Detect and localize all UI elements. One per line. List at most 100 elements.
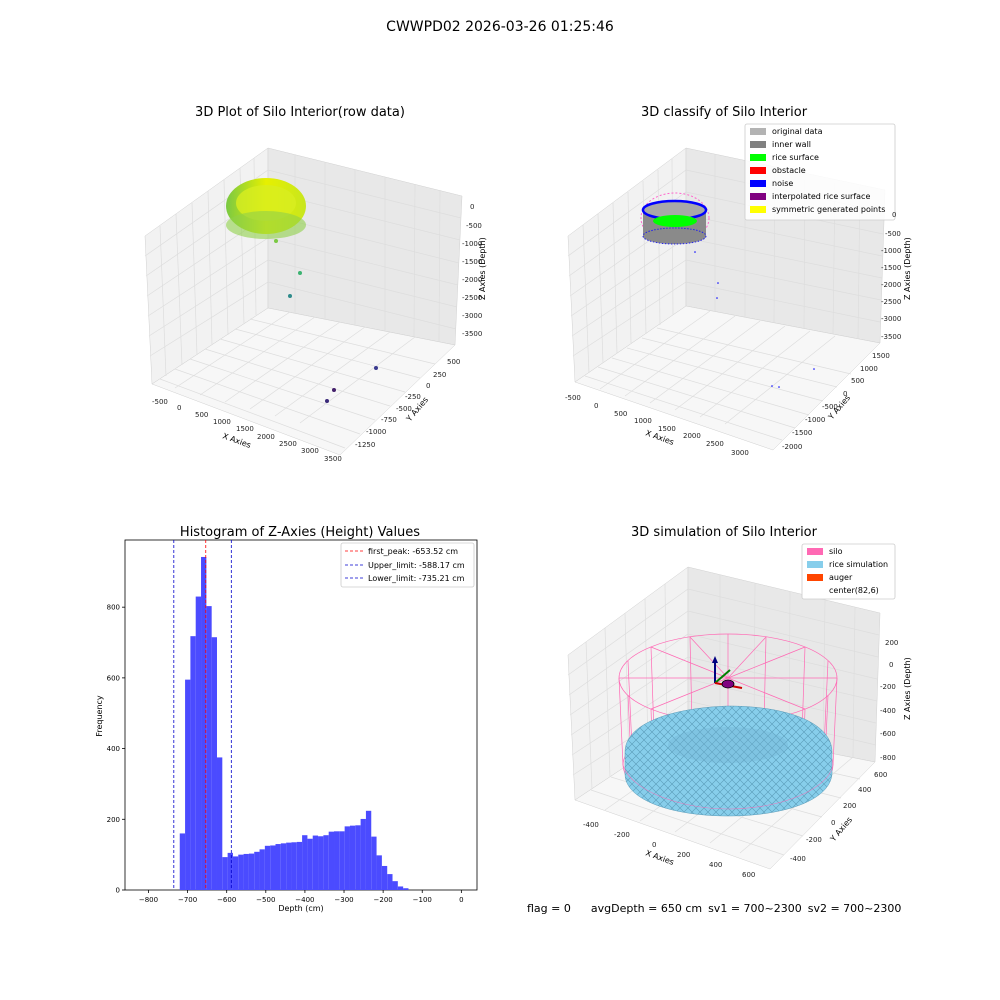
status-flag: flag = 0 [527, 902, 571, 915]
cls-noise-point [778, 386, 780, 388]
hist-bar [381, 865, 388, 890]
hist-bar [376, 855, 382, 890]
cls-x-tick: 1500 [658, 425, 676, 433]
hist-bar [307, 838, 313, 890]
sim-z-tick: -800 [880, 754, 896, 762]
sim-y-tick: 600 [874, 771, 887, 779]
hist-bar [296, 841, 303, 890]
cls-pink-ring [640, 192, 710, 244]
cls-y-tick-labels: 1500 1000 500 0 -500 -1000 -1500 -2000 [782, 352, 890, 451]
hist-bar [280, 843, 287, 890]
hist-x-tick-label: −400 [295, 896, 314, 904]
hist-bars [179, 556, 409, 890]
panel-simulation-title: 3D simulation of Silo Interior [631, 525, 818, 540]
panel-raw-data: 3D Plot of Silo Interior(row data) [144, 105, 487, 463]
legend-swatch-silo [807, 548, 823, 555]
hist-title: Histogram of Z-Axies (Height) Values [180, 525, 420, 540]
panel-histogram: Histogram of Z-Axies (Height) Values −80… [95, 525, 478, 913]
hist-bar [344, 826, 350, 890]
raw-point [298, 271, 302, 275]
cls-z-tick: -500 [885, 230, 901, 238]
status-line: flag = 0 avgDepth = 650 cm sv1 = 700~2300 s… [520, 889, 921, 915]
legend-swatch-original [750, 128, 766, 135]
hist-y-tick-label: 600 [107, 674, 120, 682]
raw-ring-inner [236, 185, 296, 221]
hist-bar [179, 833, 186, 890]
hist-plot-area [124, 539, 478, 891]
legend-swatch-interpolated [750, 193, 766, 200]
cls-rice-surface [653, 215, 697, 227]
hist-y-label: Frequency [95, 695, 104, 737]
sim-rice-body [624, 705, 833, 817]
legend-label-center: center(82,6) [829, 586, 879, 595]
raw-gridlines [144, 155, 462, 449]
status-sv2: sv2 = 700~2300 [807, 902, 902, 915]
hist-bar [355, 825, 361, 890]
hist-y-tick-label: 400 [107, 745, 120, 753]
cls-floor-pane [574, 305, 881, 451]
hist-bar [371, 836, 377, 890]
hist-bar [238, 854, 244, 890]
raw-point [374, 366, 378, 370]
cls-y-tick: -1000 [805, 416, 825, 424]
panel-classified-title: 3D classify of Silo Interior [641, 105, 808, 120]
raw-x-tick: 1000 [213, 418, 231, 426]
hist-y-tick-label: 200 [107, 816, 120, 824]
raw-z-tick: -3500 [462, 330, 482, 338]
panel-simulation: 3D simulation of Silo Interior [567, 525, 912, 879]
raw-y-tick: 250 [433, 371, 446, 379]
legend-swatch-symmetric [750, 206, 766, 213]
legend-label-interpolated: interpolated rice surface [772, 192, 870, 201]
hist-x-tick-label: −600 [217, 896, 236, 904]
hist-bar [349, 825, 356, 890]
sim-silo-front-lines [622, 764, 834, 810]
raw-x-tick: 2500 [279, 440, 297, 448]
hist-bar [232, 856, 239, 890]
raw-z-tick: 0 [470, 203, 474, 211]
cls-x-tick-labels: -500 0 500 1000 1500 2000 2500 3000 [565, 394, 749, 457]
cls-z-tick: -2500 [881, 298, 901, 306]
cls-y-tick: -2000 [782, 443, 802, 451]
cls-noise-point [813, 368, 815, 370]
sim-axis-z-head [712, 656, 718, 663]
raw-x-tick: 2000 [257, 433, 275, 441]
sim-z-tick: -400 [880, 707, 896, 715]
sim-rice-top-shade [668, 727, 788, 763]
cls-noise-point [717, 282, 719, 284]
legend-swatch-rice-sim [807, 561, 823, 568]
raw-x-label: X Axies [221, 431, 252, 450]
hist-bar [270, 845, 276, 890]
cls-x-tick: 1000 [634, 417, 652, 425]
legend-label-inner-wall: inner wall [772, 140, 811, 149]
sim-x-tick: 0 [652, 841, 656, 849]
raw-y-tick-labels: 500 250 0 -250 -500 -750 -1000 -1250 [355, 358, 460, 449]
sim-z-tick: 200 [885, 639, 898, 647]
status-avg-depth: avgDepth = 650 cm [590, 902, 703, 915]
sim-x-tick: 400 [709, 861, 722, 869]
hist-vlines [173, 540, 232, 890]
sim-x-tick: -400 [583, 821, 599, 829]
hist-bar [243, 853, 249, 890]
cls-y-tick: -1500 [792, 429, 812, 437]
hist-bar [201, 556, 207, 890]
cls-noise-point [771, 385, 773, 387]
cls-y-tick: 500 [851, 377, 864, 385]
hist-x-tick-label: −500 [256, 896, 275, 904]
hist-x-tick-label: −200 [374, 896, 393, 904]
sim-y-tick: -400 [790, 855, 806, 863]
sim-z-tick: 0 [889, 661, 893, 669]
raw-x-tick-labels: -500 0 500 1000 1500 2000 2500 3000 3500 [152, 398, 342, 463]
hist-y-tick-label: 0 [116, 887, 120, 895]
sim-y-tick: 400 [858, 786, 871, 794]
raw-x-tick: 0 [177, 404, 181, 412]
hist-bar [334, 831, 340, 890]
raw-point [332, 388, 336, 392]
legend-upper-limit-label: Upper_limit: -588.17 cm [368, 561, 465, 570]
hist-bar [275, 844, 281, 890]
raw-z-tick: -2000 [462, 276, 482, 284]
raw-x-tick: 3500 [324, 455, 342, 463]
hist-bar [248, 853, 255, 890]
raw-y-tick: -250 [405, 393, 421, 401]
hist-bar [185, 679, 191, 890]
hist-bar [216, 757, 223, 890]
